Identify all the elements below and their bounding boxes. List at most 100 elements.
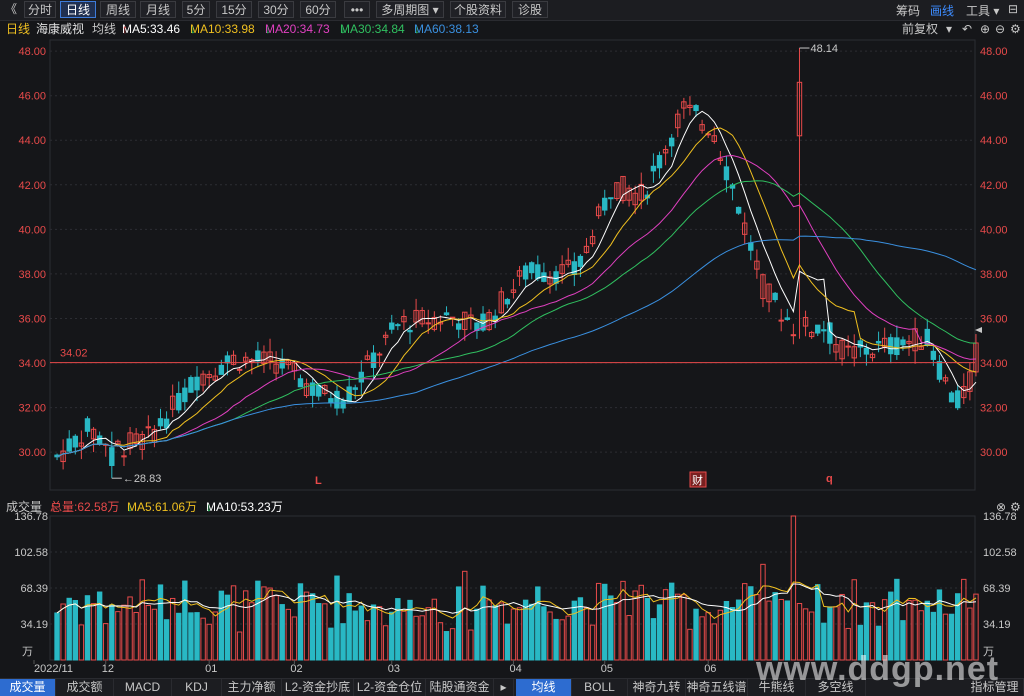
- volume-bar: [297, 583, 304, 661]
- volume-tick-label-right: 34.19: [983, 619, 1011, 631]
- volume-bar: [681, 594, 687, 661]
- candle-body: [297, 378, 304, 388]
- volume-bar: [577, 597, 584, 661]
- candle-body: [407, 329, 413, 333]
- undo-icon[interactable]: ↶: [962, 22, 973, 36]
- chevron-right-icon[interactable]: ▸: [494, 679, 514, 696]
- volume-ma5-line: [56, 581, 977, 620]
- volume-bar: [236, 631, 243, 661]
- candle-body: [668, 137, 675, 147]
- tab-15min[interactable]: 15分: [216, 1, 252, 18]
- tab-5min[interactable]: 5分: [182, 1, 210, 18]
- more-button[interactable]: •••: [344, 1, 370, 18]
- price-tick-label-left: 34.00: [18, 358, 46, 370]
- tab-volume[interactable]: 成交量: [0, 679, 56, 696]
- candle-body: [559, 264, 565, 274]
- volume-bar: [583, 607, 590, 661]
- volume-bar: [589, 624, 596, 661]
- volume-bar: [370, 604, 377, 661]
- candle-body: [462, 311, 468, 331]
- tab-bull-bear[interactable]: 牛熊线: [748, 679, 806, 696]
- tab-northbound[interactable]: 陆股通资金: [426, 679, 494, 696]
- volume-bar: [96, 591, 103, 661]
- candle-body: [626, 187, 632, 201]
- tab-magic-five[interactable]: 神奇五线谱: [686, 679, 748, 696]
- chevron-down-icon[interactable]: ▾: [946, 22, 953, 36]
- tab-60min[interactable]: 60分: [300, 1, 336, 18]
- collapse-icon[interactable]: ⊟: [1008, 2, 1019, 16]
- candle-body: [602, 197, 608, 211]
- tab-turnover[interactable]: 成交额: [56, 679, 114, 696]
- volume-bar: [279, 604, 285, 661]
- volume-bar: [614, 602, 620, 661]
- back-icon[interactable]: 《: [4, 2, 17, 16]
- price-panel-frame: [49, 39, 976, 491]
- volume-bar: [498, 602, 504, 661]
- tab-zhouxian[interactable]: 周线: [100, 1, 136, 18]
- candle-body: [656, 155, 663, 169]
- volume-bar: [182, 580, 188, 661]
- settings-icon[interactable]: ⚙: [1010, 22, 1021, 36]
- stock-info-button[interactable]: 个股资料: [450, 1, 506, 18]
- tab-rixian[interactable]: 日线: [60, 1, 96, 18]
- tab-kdj[interactable]: KDJ: [172, 679, 222, 696]
- tab-long-short[interactable]: 多空线: [806, 679, 866, 696]
- price-tick-label-right: 40.00: [980, 224, 1008, 236]
- tools-label: 工具: [966, 4, 991, 18]
- candle-body: [529, 262, 535, 274]
- tab-magic-nine[interactable]: 神奇九转: [628, 679, 686, 696]
- volume-bar: [218, 590, 225, 661]
- candle-body: [723, 166, 730, 181]
- zoom-out-icon[interactable]: ⊖: [995, 22, 1006, 36]
- volume-bar: [462, 570, 468, 661]
- volume-bar: [742, 583, 748, 661]
- tab-ma[interactable]: 均线: [516, 679, 572, 696]
- tab-l2-bottom[interactable]: L2-资金抄底: [282, 679, 354, 696]
- volume-bar: [553, 618, 559, 661]
- candle-body: [60, 450, 66, 463]
- ma5-line: [56, 110, 977, 458]
- candle-body: [206, 373, 212, 379]
- volume-bar: [930, 611, 937, 661]
- volume-bar: [273, 595, 279, 661]
- adjust-dropdown[interactable]: 前复权: [902, 22, 939, 36]
- candle-body: [638, 183, 644, 201]
- volume-bar: [602, 583, 608, 661]
- volume-bar: [784, 600, 791, 661]
- settings-icon[interactable]: ⚙: [1010, 500, 1021, 514]
- volume-bar: [912, 599, 918, 661]
- tools-dropdown[interactable]: 工具 ▾: [966, 2, 999, 19]
- tab-main-net[interactable]: 主力净额: [222, 679, 282, 696]
- tab-30min[interactable]: 30分: [258, 1, 294, 18]
- tab-macd[interactable]: MACD: [114, 679, 172, 696]
- candle-body: [230, 354, 237, 365]
- chips-button[interactable]: 筹码: [896, 4, 921, 18]
- multi-period-dropdown[interactable]: 多周期图 ▾: [376, 1, 444, 18]
- avg-label[interactable]: 均线: [92, 22, 117, 36]
- candle-body: [900, 339, 906, 346]
- candle-body: [261, 351, 267, 365]
- volume-bar: [468, 629, 474, 661]
- candle-body: [742, 222, 748, 235]
- candle-body: [334, 390, 340, 409]
- candle-body: [242, 356, 249, 362]
- tab-yuexian[interactable]: 月线: [140, 1, 176, 18]
- volume-bar: [535, 586, 541, 661]
- close-icon[interactable]: ⊗: [996, 500, 1007, 514]
- tab-l2-position[interactable]: L2-资金仓位: [354, 679, 426, 696]
- volume-tick-label-left: 102.58: [14, 547, 48, 559]
- price-tick-label-left: 42.00: [18, 180, 46, 192]
- volume-bar: [309, 593, 316, 661]
- volume-bar: [529, 603, 535, 661]
- zoom-in-icon[interactable]: ⊕: [980, 22, 991, 36]
- tab-fenshi[interactable]: 分时: [24, 1, 56, 18]
- candle-body: [888, 337, 894, 355]
- draw-line-button[interactable]: 画线: [930, 4, 955, 18]
- diagnose-button[interactable]: 诊股: [512, 1, 548, 18]
- tab-boll[interactable]: BOLL: [572, 679, 628, 696]
- volume-bar: [376, 606, 383, 661]
- candle-body: [72, 435, 78, 448]
- volume-tick-label-left: 136.78: [14, 511, 48, 523]
- volume-bar: [90, 603, 97, 661]
